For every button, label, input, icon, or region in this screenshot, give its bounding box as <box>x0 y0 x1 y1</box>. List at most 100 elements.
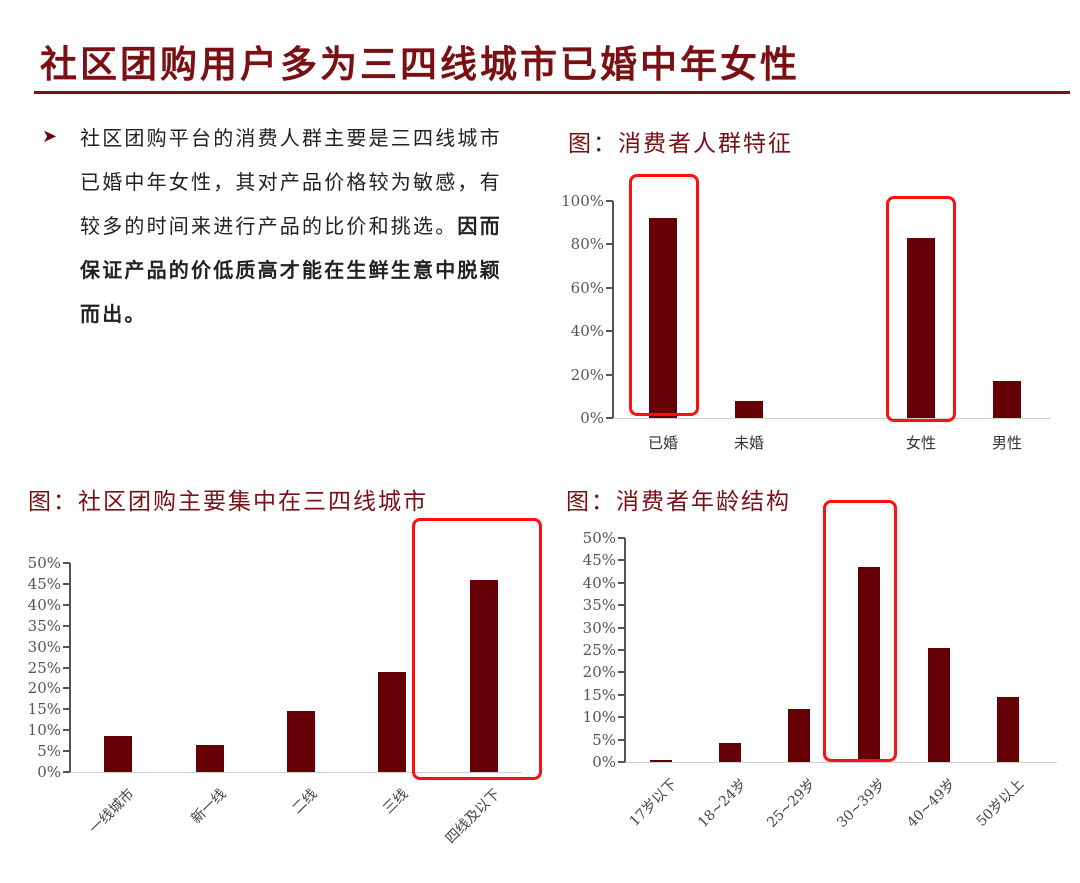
y-tick <box>63 708 70 711</box>
y-tick <box>63 624 70 627</box>
bar-5 <box>997 697 1019 762</box>
y-tick-label: 10% <box>27 721 61 740</box>
bar-3 <box>378 671 406 772</box>
y-tick-label: 40% <box>582 573 616 592</box>
x-category-label: 女性 <box>905 434 936 452</box>
y-tick <box>606 286 613 289</box>
age-chart-title: 图：消费者年龄结构 <box>566 489 791 515</box>
x-category-label: 二线 <box>289 786 321 818</box>
y-tick <box>618 626 625 629</box>
y-tick <box>63 729 70 732</box>
highlight-box <box>629 174 699 416</box>
y-tick-label: 30% <box>27 637 61 656</box>
y-axis <box>624 538 626 763</box>
x-category-label: 17岁以下 <box>626 776 681 830</box>
y-tick-label: 5% <box>37 742 61 761</box>
y-tick <box>606 200 613 202</box>
y-tick-label: 5% <box>592 730 616 749</box>
bar-4 <box>928 648 950 762</box>
bar-0 <box>650 759 672 762</box>
x-category-label: 40~49岁 <box>903 776 959 831</box>
y-tick <box>606 373 613 376</box>
y-tick <box>63 645 70 648</box>
bar-1 <box>735 400 763 418</box>
y-tick <box>618 716 625 719</box>
y-tick-label: 10% <box>582 708 616 727</box>
bar-3 <box>858 567 880 762</box>
y-tick-label: 80% <box>570 235 604 254</box>
consumer-chart-title: 图：消费者人群特征 <box>568 131 793 157</box>
y-tick-label: 45% <box>27 574 61 593</box>
x-axis <box>612 418 1050 419</box>
bar-0 <box>104 736 132 772</box>
y-tick <box>618 671 625 674</box>
y-tick-label: 20% <box>582 663 616 682</box>
y-tick-label: 0% <box>37 763 61 781</box>
y-tick-label: 20% <box>27 679 61 698</box>
y-tick <box>618 581 625 584</box>
x-category-label: 已婚 <box>647 434 678 452</box>
x-category-label: 未婚 <box>733 434 764 452</box>
x-category-label: 50岁以上 <box>973 776 1028 830</box>
y-tick <box>63 666 70 669</box>
x-category-label: 新一线 <box>188 786 230 828</box>
y-tick-label: 45% <box>582 551 616 570</box>
y-tick-label: 20% <box>570 365 604 384</box>
y-axis <box>612 201 614 419</box>
city-chart-title: 图：社区团购主要集中在三四线城市 <box>28 489 428 515</box>
y-tick-label: 60% <box>570 278 604 297</box>
y-tick-label: 30% <box>582 618 616 637</box>
y-tick-label: 40% <box>27 595 61 614</box>
x-category-label: 25~29岁 <box>763 776 819 831</box>
y-tick-label: 25% <box>582 641 616 659</box>
x-category-label: 30~39岁 <box>833 776 889 831</box>
y-tick <box>618 738 625 741</box>
highlight-box <box>412 518 542 780</box>
bar-4 <box>470 579 498 772</box>
y-tick-label: 100% <box>561 192 604 210</box>
y-tick <box>618 649 625 651</box>
y-tick <box>63 582 70 585</box>
y-tick-label: 40% <box>570 322 604 341</box>
y-tick <box>63 771 70 773</box>
x-category-label: 四线及以下 <box>442 786 504 847</box>
y-tick-label: 0% <box>580 409 604 427</box>
page-title: 社区团购用户多为三四线城市已婚中年女性 <box>40 42 800 86</box>
y-tick <box>63 603 70 606</box>
x-category-label: 一线城市 <box>86 786 138 838</box>
x-category-label: 男性 <box>991 434 1022 452</box>
bar-0 <box>649 218 677 418</box>
y-tick-label: 0% <box>592 753 616 771</box>
highlight-box <box>886 196 956 422</box>
summary-paragraph: 社区团购平台的消费人群主要是三四线城市已婚中年女性，其对产品价格较为敏感，有较多… <box>80 116 510 336</box>
bar-1 <box>196 744 224 772</box>
y-tick <box>618 559 625 562</box>
y-tick <box>606 417 613 419</box>
bar-2 <box>907 237 935 418</box>
y-tick <box>618 761 625 763</box>
y-tick <box>63 687 70 690</box>
y-tick <box>606 243 613 246</box>
x-axis <box>69 772 522 773</box>
summary-text: 社区团购平台的消费人群主要是三四线城市已婚中年女性，其对产品价格较为敏感，有较多… <box>80 126 502 238</box>
y-tick <box>618 693 625 696</box>
y-tick <box>618 537 625 539</box>
y-tick <box>63 562 70 564</box>
summary-emphasis: 因而保证产品的价低质高才能在生鲜生意中脱颖而出。 <box>80 214 502 326</box>
bar-1 <box>719 743 741 762</box>
title-divider <box>34 91 1070 94</box>
y-tick <box>606 330 613 333</box>
y-tick <box>63 750 70 753</box>
y-tick-label: 35% <box>582 596 616 615</box>
y-tick-label: 15% <box>27 700 61 719</box>
arrow-right-triangle-icon: ➤ <box>42 126 58 147</box>
y-tick-label: 15% <box>582 685 616 704</box>
highlight-box <box>823 500 897 762</box>
x-category-label: 18~24岁 <box>694 776 750 831</box>
y-tick-label: 35% <box>27 616 61 635</box>
y-tick-label: 25% <box>27 658 61 677</box>
y-tick-label: 50% <box>582 529 616 547</box>
y-tick-label: 50% <box>27 554 61 572</box>
y-axis <box>69 563 71 773</box>
bar-2 <box>287 711 315 772</box>
